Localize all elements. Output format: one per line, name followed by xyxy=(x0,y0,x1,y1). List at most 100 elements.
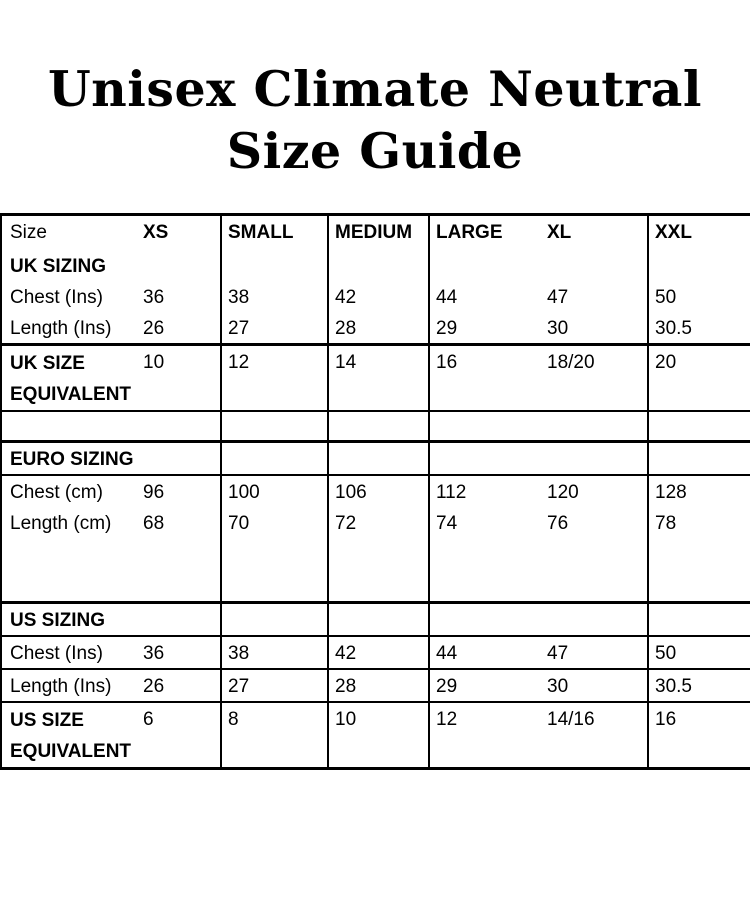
header-cell-xxl: XXL xyxy=(655,222,692,243)
value-cell: 42 xyxy=(328,280,430,312)
page-title: Unisex Climate Neutral Size Guide xyxy=(0,58,750,182)
value-cell: 50 xyxy=(648,636,750,670)
label-line1: UK SIZE xyxy=(10,353,85,374)
value-cell: 38 xyxy=(221,280,329,312)
empty-cell xyxy=(429,250,541,281)
euro-filler-row xyxy=(1,537,750,604)
value-cell: 44 xyxy=(436,286,458,308)
empty-cell xyxy=(141,441,222,476)
value-cell: 10 xyxy=(328,702,430,770)
us-size-equivalent-row: US SIZE EQUIVALENT 6 8 10 12 14/16 16 xyxy=(1,702,750,770)
value-cell: 10 xyxy=(141,344,222,412)
empty-cell xyxy=(541,602,649,637)
empty-cell xyxy=(221,602,329,637)
empty-cell xyxy=(541,249,649,281)
label-line2: EQUIVALENT xyxy=(10,741,132,762)
header-cell-large: LARGE xyxy=(436,222,503,243)
header-cell-xl: XL xyxy=(541,214,649,250)
value-cell: 72 xyxy=(328,506,430,538)
empty-cell xyxy=(648,250,750,281)
value-cell: 47 xyxy=(541,636,649,670)
us-sizing-row: US SIZING xyxy=(1,602,750,637)
value-cell: 120 xyxy=(541,474,649,507)
value-cell: 128 xyxy=(655,481,687,503)
empty-cell xyxy=(648,441,750,476)
empty-cell xyxy=(648,602,750,637)
size-guide-table: Size XS SMALL MEDIUM LARGE XL XXL UK SIZ… xyxy=(0,213,750,770)
empty-cell xyxy=(328,411,430,443)
section-label-cell: US SIZING xyxy=(1,602,141,637)
label-line2: EQUIVALENT xyxy=(10,384,132,405)
value-cell: 28 xyxy=(328,311,430,346)
header-row: Size XS SMALL MEDIUM LARGE XL XXL xyxy=(1,214,750,250)
size-label-cell: Size xyxy=(10,222,47,243)
uk-length-row: Length (Ins) 26 27 28 29 30 30.5 xyxy=(1,311,750,346)
value-cell: 14 xyxy=(328,344,430,412)
value-cell: 16 xyxy=(648,702,750,770)
empty-cell xyxy=(328,441,430,476)
empty-cell xyxy=(141,249,222,281)
value-cell: 96 xyxy=(141,474,222,507)
us-length-row: Length (Ins) 26 27 28 29 30 30.5 xyxy=(1,669,750,703)
value-cell: 74 xyxy=(436,512,458,534)
euro-sizing-row: EURO SIZING xyxy=(1,441,750,476)
uk-chest-row: Chest (Ins) 36 38 42 44 47 50 xyxy=(1,280,750,312)
value-cell: 14/16 xyxy=(541,702,649,770)
empty-cell xyxy=(429,602,541,637)
value-cell: 36 xyxy=(141,280,222,312)
value-cell: 20 xyxy=(648,344,750,412)
empty-cell xyxy=(648,537,750,604)
value-cell: 36 xyxy=(141,636,222,670)
value-cell: 100 xyxy=(221,474,329,507)
euro-length-row: Length (cm) 68 70 72 74 76 78 xyxy=(1,506,750,538)
header-cell-xs: XS xyxy=(141,214,222,250)
empty-cell xyxy=(141,537,222,604)
value-cell: 106 xyxy=(328,474,430,507)
empty-cell xyxy=(328,537,430,604)
label-cell: Chest (cm) xyxy=(10,481,103,503)
value-cell: 44 xyxy=(429,636,541,670)
value-cell: 27 xyxy=(221,311,329,346)
value-cell: 30.5 xyxy=(648,311,750,346)
value-cell: 30 xyxy=(541,311,649,346)
empty-cell xyxy=(429,537,541,604)
header-cell-medium: MEDIUM xyxy=(328,214,430,250)
value-cell: 30.5 xyxy=(648,669,750,703)
uk-size-equivalent-row: UK SIZE EQUIVALENT 10 12 14 16 18/20 20 xyxy=(1,344,750,412)
value-cell: 16 xyxy=(429,344,541,412)
label-line1: US SIZE xyxy=(10,710,84,731)
empty-cell xyxy=(541,537,649,604)
page-title-line1: Unisex Climate Neutral xyxy=(47,60,703,118)
empty-cell xyxy=(429,411,541,443)
empty-cell xyxy=(1,537,141,604)
header-cell-small: SMALL xyxy=(221,214,329,250)
value-cell: 29 xyxy=(429,311,541,346)
label-cell: Chest (Ins) xyxy=(1,636,141,670)
empty-cell xyxy=(541,441,649,476)
empty-cell xyxy=(221,411,329,443)
value-cell: 38 xyxy=(221,636,329,670)
spacer-row xyxy=(1,411,750,443)
value-cell: 26 xyxy=(141,669,222,703)
section-label-cell: UK SIZING xyxy=(10,255,107,277)
empty-cell xyxy=(141,411,222,443)
us-chest-row: Chest (Ins) 36 38 42 44 47 50 xyxy=(1,636,750,670)
value-cell: 12 xyxy=(429,702,541,770)
empty-cell xyxy=(1,411,141,443)
value-cell: 8 xyxy=(221,702,329,770)
value-cell: 30 xyxy=(541,669,649,703)
value-cell: 28 xyxy=(328,669,430,703)
empty-cell xyxy=(328,249,430,281)
label-cell: UK SIZE EQUIVALENT xyxy=(1,344,141,412)
section-label-cell: EURO SIZING xyxy=(1,441,141,476)
value-cell: 27 xyxy=(221,669,329,703)
value-cell: 50 xyxy=(655,286,677,308)
value-cell: 112 xyxy=(436,481,467,503)
value-cell: 78 xyxy=(655,512,677,534)
value-cell: 18/20 xyxy=(541,344,649,412)
value-cell: 12 xyxy=(221,344,329,412)
label-cell: Length (cm) xyxy=(10,512,112,534)
euro-chest-row: Chest (cm) 96 100 106 112 120 128 xyxy=(1,474,750,507)
value-cell: 42 xyxy=(328,636,430,670)
